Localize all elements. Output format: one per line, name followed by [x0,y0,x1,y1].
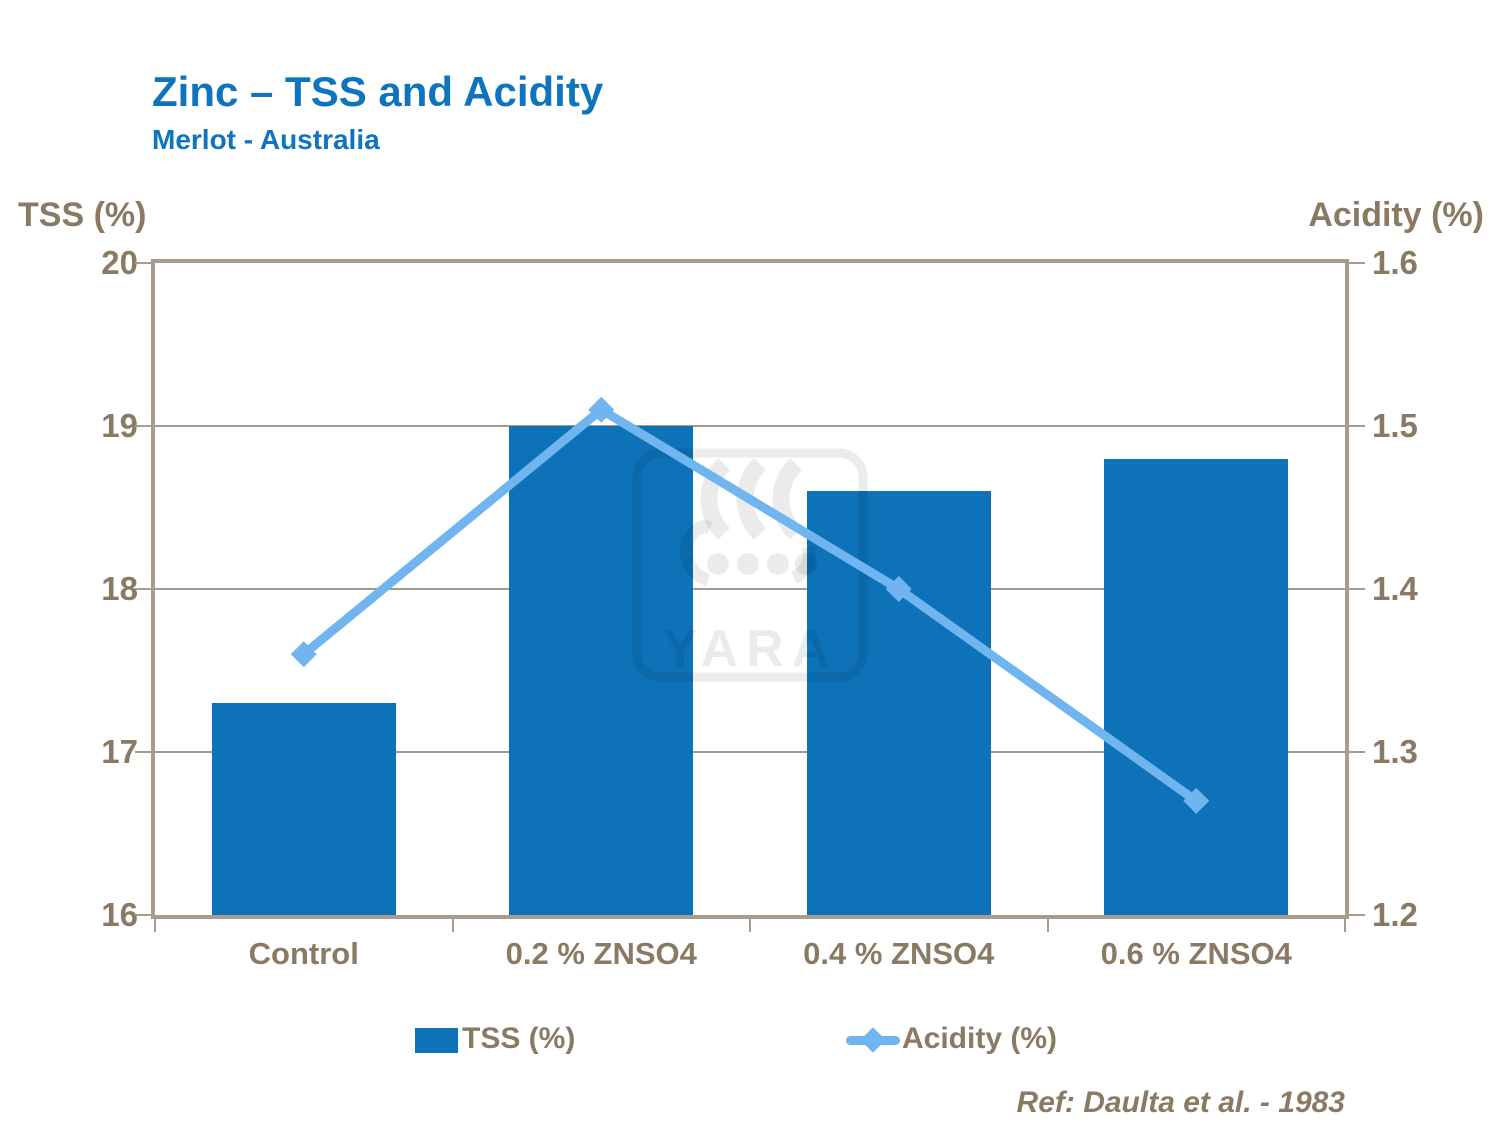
axis-tick-mark [135,425,151,427]
right-tick-label: 1.5 [1372,407,1418,444]
axis-tick-mark [135,262,151,264]
acidity-point-0.2 % ZNSO4 [588,396,615,423]
axis-tick-mark [1344,919,1346,932]
x-axis-label-Control: Control [248,936,359,971]
axis-tick-mark [1349,751,1365,753]
page-title: Zinc – TSS and Acidity [152,68,604,115]
axis-tick-mark [1349,588,1365,590]
left-axis-title: TSS (%) [18,196,147,234]
right-tick-label: 1.4 [1372,570,1418,607]
tss-bar-0.4 % ZNSO4 [806,491,991,915]
axis-tick-mark [451,919,454,932]
axis-tick-mark [1046,919,1049,932]
left-tick-label: 17 [101,733,138,770]
legend-acidity-label: Acidity (%) [902,1022,1058,1055]
right-tick-label: 1.3 [1372,733,1418,770]
axis-tick-mark [1349,914,1365,916]
axis-tick-mark [135,751,151,753]
axis-tick-mark [135,588,151,590]
x-axis-label-0.2 % ZNSO4: 0.2 % ZNSO4 [505,936,697,971]
axis-tick-mark [1349,425,1365,427]
left-tick-label: 18 [101,570,138,607]
acidity-line [299,404,1201,806]
tss-bar-0.6 % ZNSO4 [1104,458,1289,915]
left-tick-label: 16 [101,896,138,933]
plot-area: YARA [151,259,1349,919]
axis-tick-mark [1349,262,1365,264]
tss-bar-0.2 % ZNSO4 [509,426,694,915]
left-tick-label: 20 [101,244,138,281]
axis-tick-mark [135,914,151,916]
legend-tss-label: TSS (%) [462,1022,576,1055]
gridline [155,425,1345,427]
right-axis-title: Acidity (%) [1308,196,1484,234]
right-tick-label: 1.6 [1372,244,1418,281]
reference-citation: Ref: Daulta et al. - 1983 [1016,1086,1345,1119]
axis-tick-mark [154,919,156,932]
x-axis-label-0.6 % ZNSO4: 0.6 % ZNSO4 [1100,936,1292,971]
legend-acidity-diamond-icon [860,1027,886,1053]
legend-tss-swatch [415,1028,458,1053]
right-tick-label: 1.2 [1372,896,1418,933]
axis-tick-mark [749,919,751,932]
x-axis-label-0.4 % ZNSO4: 0.4 % ZNSO4 [803,936,995,971]
tss-bar-Control [211,703,396,915]
page-subtitle: Merlot - Australia [152,124,380,155]
left-tick-label: 19 [101,407,138,444]
acidity-point-Control [290,641,317,668]
